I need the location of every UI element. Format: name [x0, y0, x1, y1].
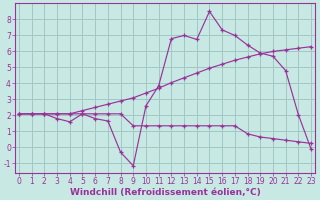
X-axis label: Windchill (Refroidissement éolien,°C): Windchill (Refroidissement éolien,°C)	[70, 188, 260, 197]
